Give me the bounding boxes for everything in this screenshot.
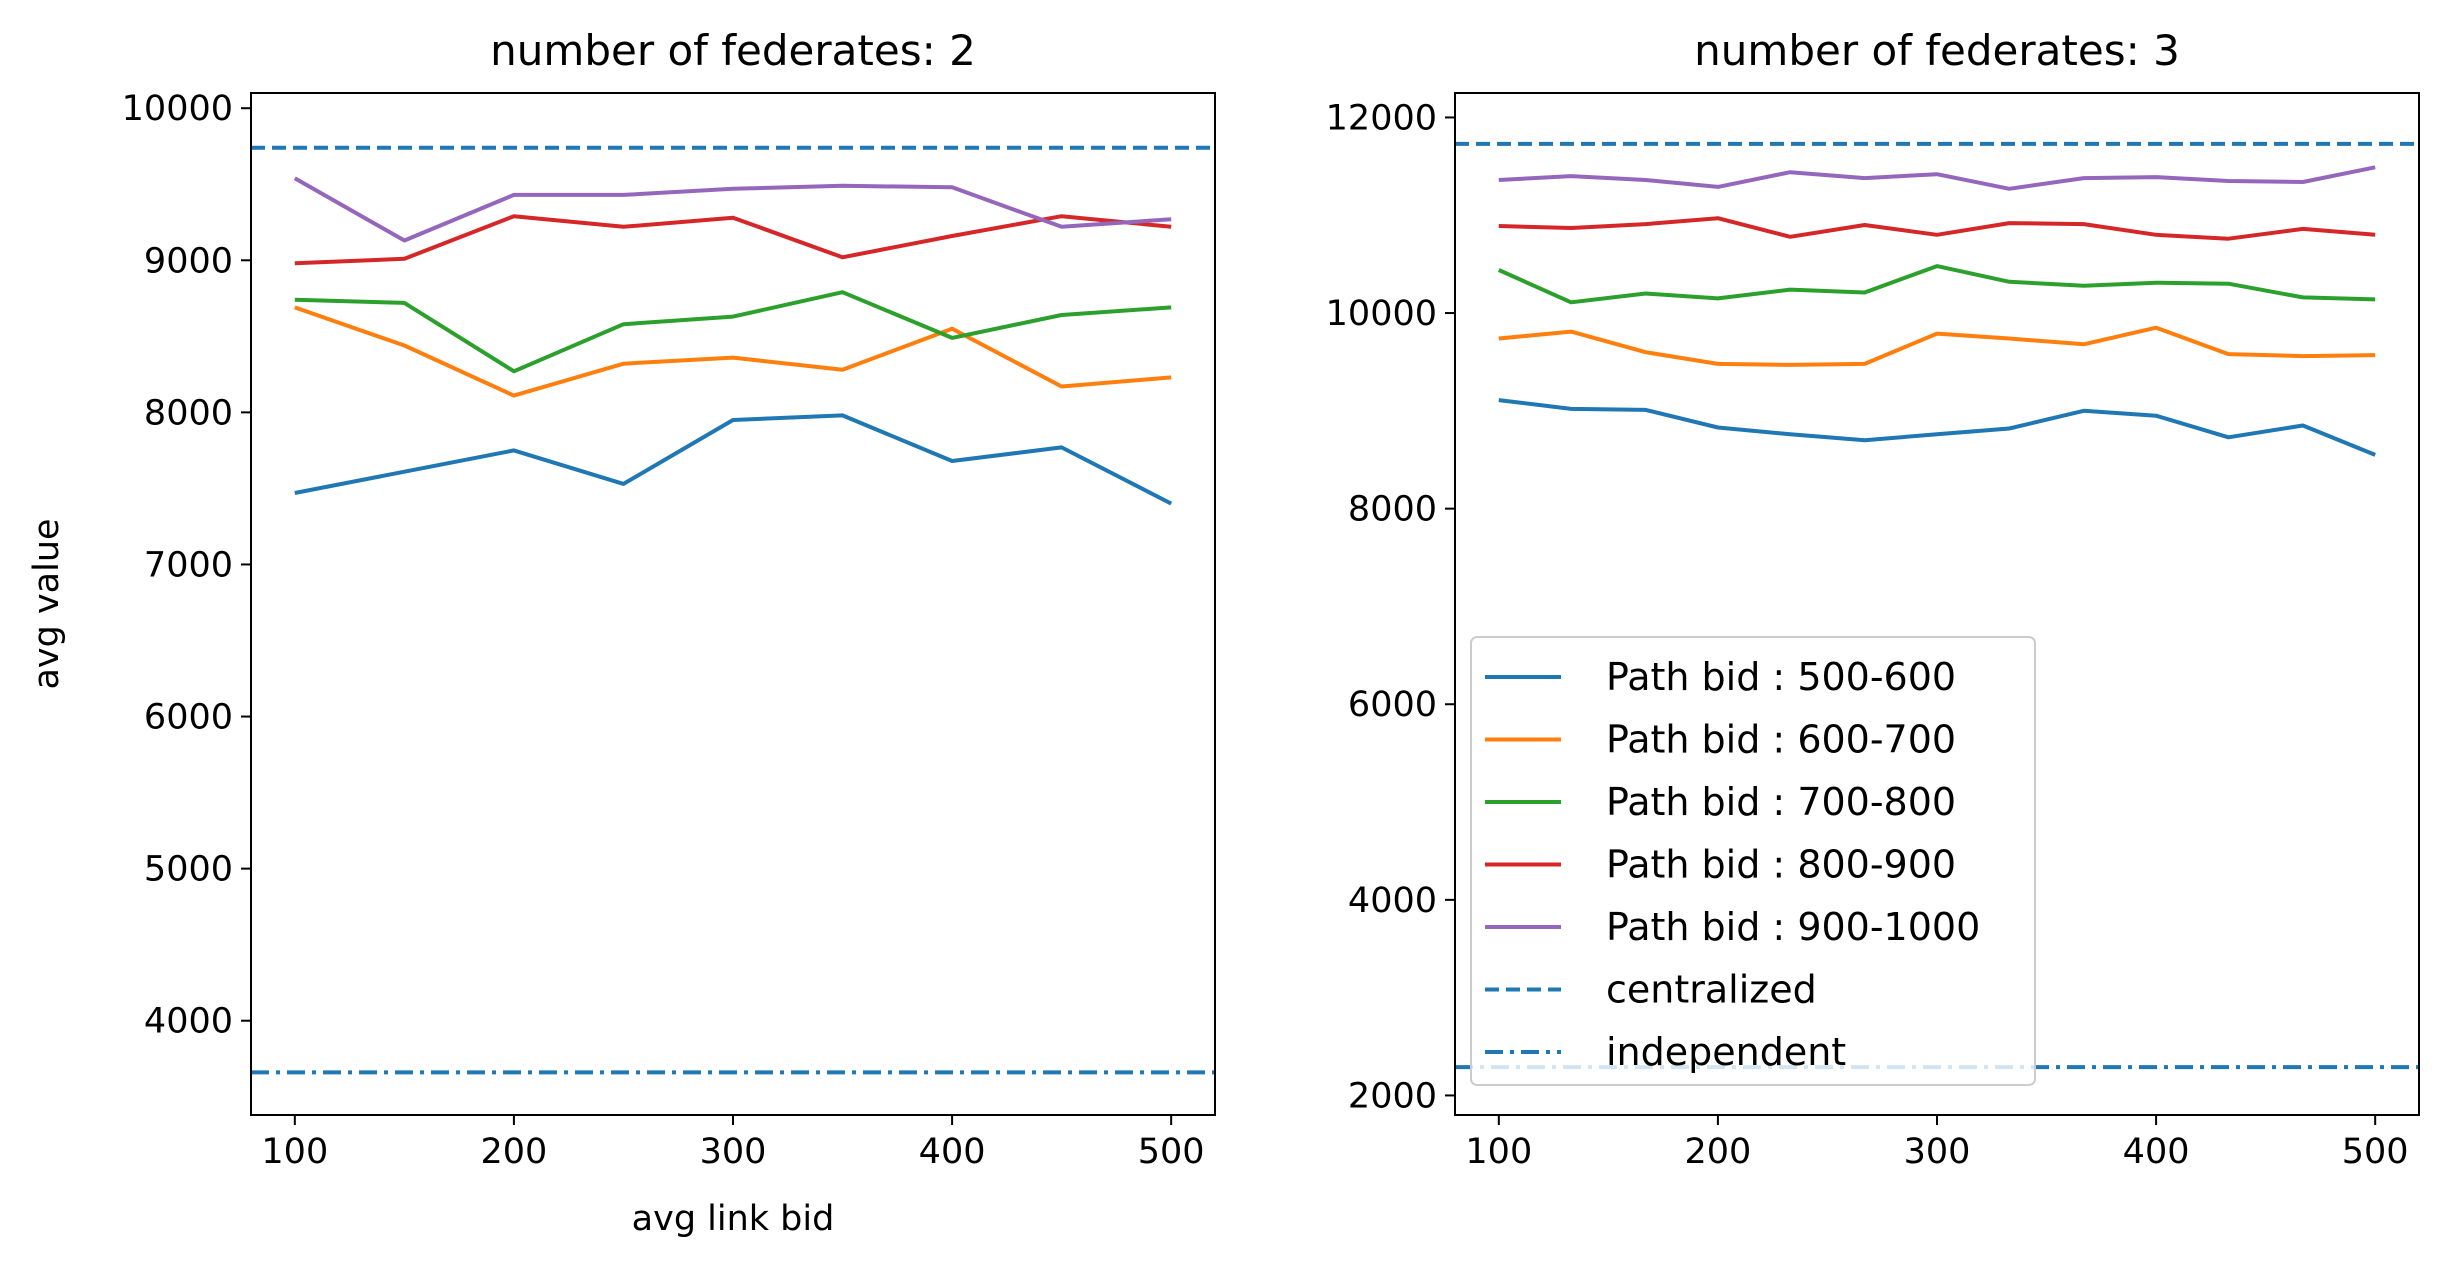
legend-box [1470,636,2036,1086]
subplot-1: number of federates: 2 100 200 300 400 500 400… [27,26,1216,1239]
x-tick-label: 200 [1685,1132,1752,1172]
x-tick-label: 400 [2123,1132,2190,1172]
y-tick-label: 8000 [1348,490,1437,530]
axes-frame [250,92,1216,1116]
legend-label: Path bid : 900-1000 [1606,905,1980,949]
legend-label: Path bid : 600-700 [1606,718,1956,762]
y-tick-label: 6000 [1348,685,1437,725]
y-tick-label: 10000 [122,89,233,129]
series-line-5 [1498,165,2376,191]
series-line-1 [294,413,1173,506]
series-line-4 [294,214,1172,266]
subplot-2: number of federates: 3 100 200 300 400 500 200… [1326,26,2420,1172]
legend-label: centralized [1606,968,1817,1012]
legend: Path bid : 500-600 Path bid : 600-700 Path… [1470,636,2036,1086]
plot-area [251,145,1215,1075]
legend-label: independent [1606,1030,1846,1074]
series-line-2 [1498,325,2376,367]
series-line-4 [1498,216,2376,241]
y-tick-label: 5000 [144,850,233,890]
x-tick-label: 100 [1465,1132,1532,1172]
x-tick-label: 300 [1904,1132,1971,1172]
y-tick-label: 10000 [1326,294,1437,334]
series-line-1 [1498,398,2376,457]
subplot-title: number of federates: 2 [490,26,976,75]
series-line-3 [1497,264,2376,305]
subplot-title: number of federates: 3 [1694,26,2180,75]
x-tick-label: 500 [2342,1132,2409,1172]
legend-label: Path bid : 700-800 [1606,780,1956,824]
x-axis-label: avg link bid [632,1199,835,1239]
legend-label: Path bid : 800-900 [1606,843,1956,887]
x-tick-label: 200 [481,1132,548,1172]
legend-label: Path bid : 500-600 [1606,655,1956,699]
y-tick-label: 4000 [1348,881,1437,921]
axes-frame [1454,92,2420,1116]
y-tick-label: 4000 [144,1002,233,1042]
y-tick-label: 2000 [1348,1076,1437,1116]
y-tick-label: 7000 [144,545,233,585]
series-line-5 [293,176,1172,243]
y-tick-label: 9000 [144,241,233,281]
x-tick-label: 500 [1138,1132,1205,1172]
x-tick-label: 400 [919,1132,986,1172]
x-tick-label: 300 [700,1132,767,1172]
series-line-2 [294,305,1172,398]
x-tick-label: 100 [261,1132,328,1172]
y-axis-label: avg value [27,518,67,689]
y-tick-label: 8000 [144,393,233,433]
y-tick-label: 12000 [1326,98,1437,138]
series-line-3 [294,290,1172,374]
y-tick-label: 6000 [144,698,233,738]
